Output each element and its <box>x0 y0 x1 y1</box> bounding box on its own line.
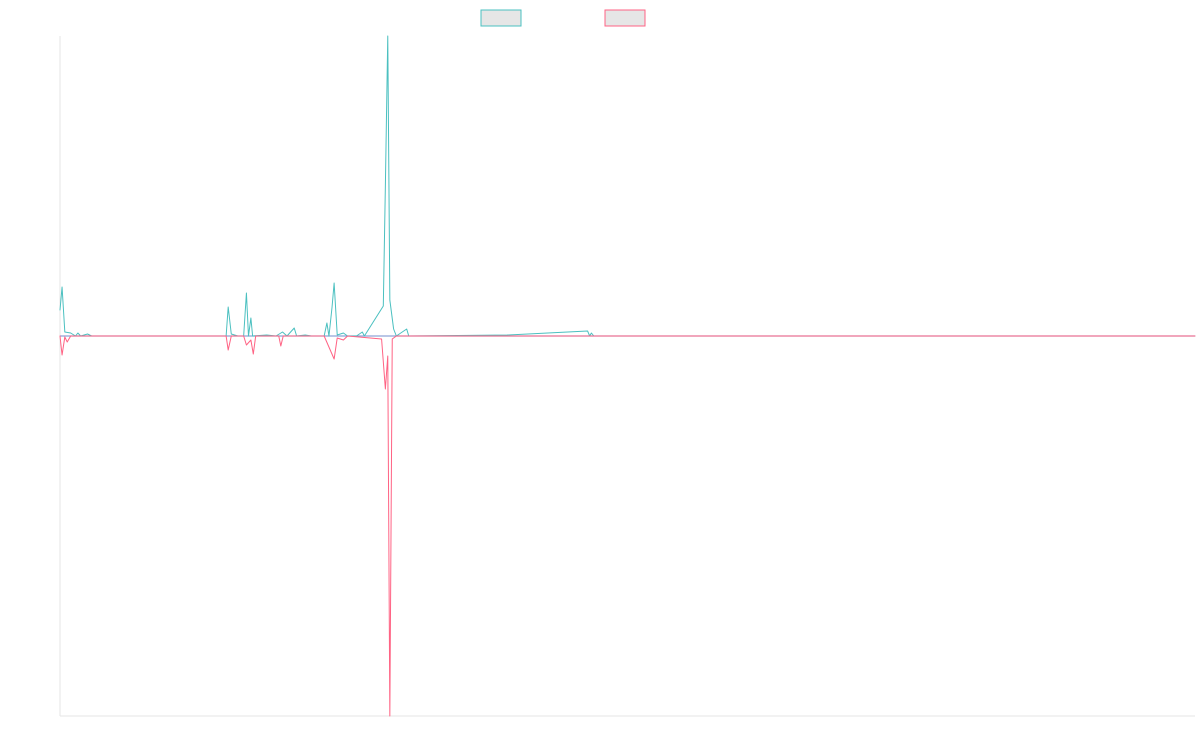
legend-swatch-1 <box>604 9 646 27</box>
legend-swatch-0 <box>480 9 522 27</box>
series-line-1 <box>59 335 1196 717</box>
series-line-0 <box>59 35 1196 337</box>
